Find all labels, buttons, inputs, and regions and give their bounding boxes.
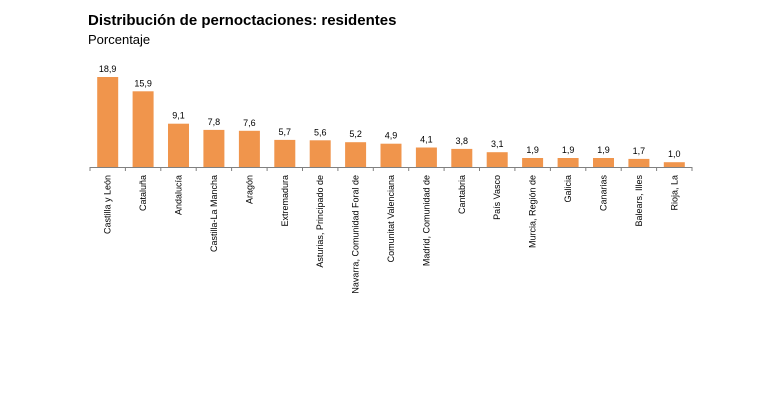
data-label: 4,1 bbox=[420, 135, 433, 145]
category-label: Balears, Illes bbox=[634, 175, 644, 227]
data-label: 1,7 bbox=[633, 146, 646, 156]
category-label: Rioja, La bbox=[669, 175, 679, 211]
category-label: Navarra, Comunidad Foral de bbox=[351, 175, 361, 294]
category-label: Comunitat Valenciana bbox=[386, 175, 396, 262]
category-label: País Vasco bbox=[492, 175, 502, 220]
bar bbox=[557, 158, 579, 167]
chart-title: Distribución de pernoctaciones: resident… bbox=[88, 12, 397, 29]
category-label: Madrid, Comunidad de bbox=[421, 175, 431, 266]
data-label: 15,9 bbox=[134, 78, 152, 88]
data-label: 1,9 bbox=[597, 145, 610, 155]
data-label: 5,2 bbox=[349, 129, 362, 139]
bar bbox=[380, 143, 402, 167]
data-label: 7,6 bbox=[243, 118, 256, 128]
data-label: 5,7 bbox=[279, 127, 292, 137]
bar bbox=[593, 158, 614, 167]
category-label: Murcia, Región de bbox=[528, 175, 538, 248]
data-label: 3,8 bbox=[456, 136, 469, 146]
category-label: Andalucía bbox=[174, 175, 184, 215]
bar bbox=[522, 158, 544, 167]
category-label: Galicia bbox=[563, 175, 573, 203]
category-label-group: Castilla y León Cataluña Andalucía Castilla… bbox=[103, 175, 680, 294]
bar bbox=[663, 162, 685, 167]
category-label: Castilla-La Mancha bbox=[209, 175, 219, 252]
category-label: Castilla y León bbox=[103, 175, 113, 234]
data-label: 3,1 bbox=[491, 139, 504, 149]
category-label: Aragón bbox=[244, 175, 254, 204]
data-label: 7,8 bbox=[208, 117, 221, 127]
bar bbox=[486, 152, 508, 167]
data-label: 1,9 bbox=[526, 145, 539, 155]
data-label: 9,1 bbox=[172, 111, 185, 121]
bar bbox=[628, 158, 650, 167]
bar bbox=[168, 123, 189, 167]
category-label: Extremadura bbox=[280, 175, 290, 227]
category-label: Canarias bbox=[599, 175, 609, 212]
data-label: 4,9 bbox=[385, 131, 398, 141]
bar bbox=[238, 130, 260, 167]
bar bbox=[451, 148, 473, 167]
bar bbox=[415, 147, 437, 167]
data-label: 5,6 bbox=[314, 127, 327, 137]
value-label-group: 18,9 15,9 9,1 7,8 7,6 5,7 5,6 5,2 4,9 4,1 3,8 3,1 1,… bbox=[99, 64, 681, 159]
category-label: Cantabria bbox=[457, 175, 467, 214]
bar bbox=[203, 129, 225, 167]
x-tick-group bbox=[89, 167, 693, 171]
bar bbox=[345, 142, 367, 167]
category-label: Asturias, Principado de bbox=[315, 175, 325, 268]
bar bbox=[97, 77, 119, 167]
data-label: 1,0 bbox=[668, 149, 681, 159]
bar bbox=[274, 139, 296, 167]
chart-subtitle: Porcentaje bbox=[88, 32, 151, 47]
bar-group bbox=[97, 77, 685, 167]
bar bbox=[309, 140, 331, 167]
category-label: Cataluña bbox=[138, 175, 148, 211]
data-label: 18,9 bbox=[99, 64, 117, 74]
bar bbox=[132, 91, 154, 167]
data-label: 1,9 bbox=[562, 145, 575, 155]
